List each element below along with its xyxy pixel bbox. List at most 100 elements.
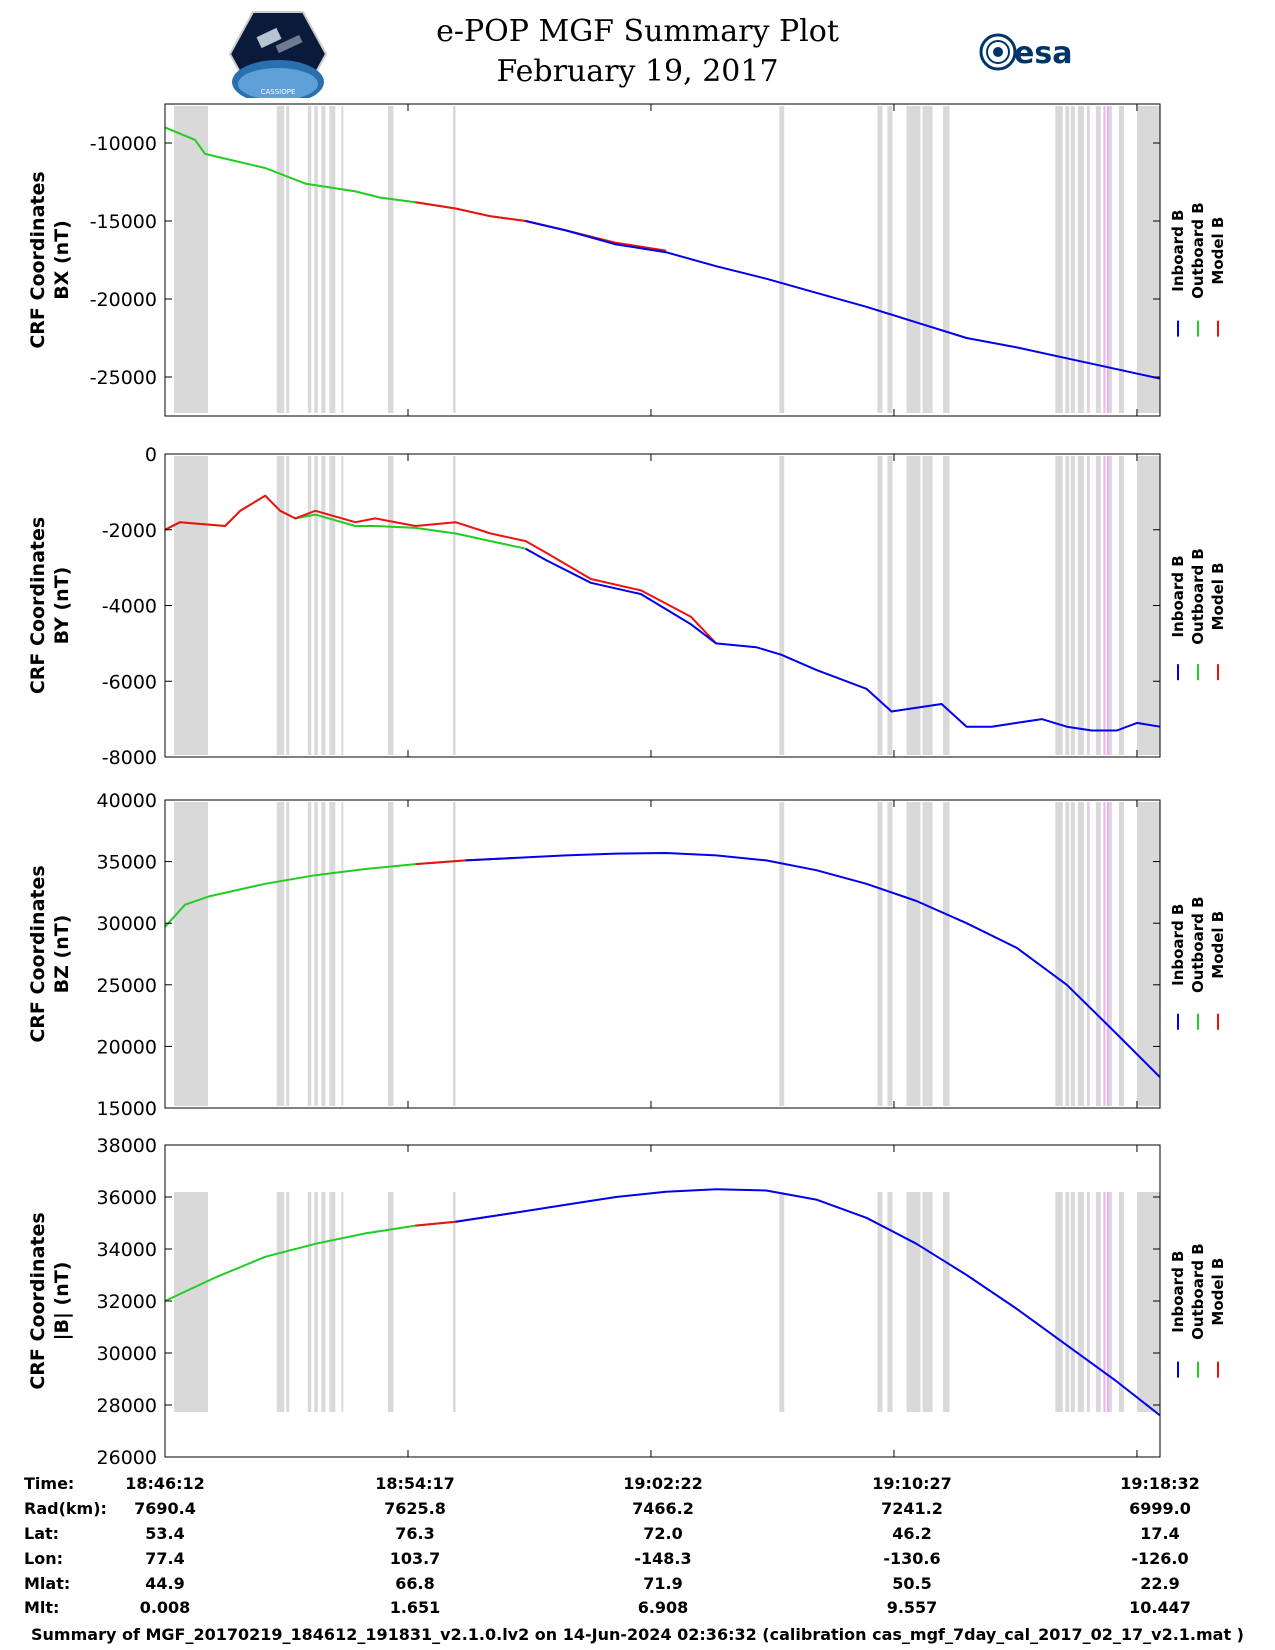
data-gap-shade [387, 106, 394, 413]
data-gap-shade [286, 456, 290, 755]
legend-label-inboard: Inboard B [1169, 210, 1187, 292]
data-gap-shade [387, 456, 394, 755]
data-gap-shade [321, 106, 326, 413]
y-axis-label: BX (nT) [51, 220, 73, 300]
data-gap-shade [1055, 456, 1063, 755]
data-gap-shade [1070, 1192, 1075, 1412]
y-axis-label: BY (nT) [51, 567, 73, 645]
legend-label-model: Model B [1209, 1258, 1227, 1326]
event-marker [1103, 1192, 1106, 1412]
y-tick-label: 35000 [97, 852, 157, 874]
data-gap-shade [1095, 106, 1101, 413]
file-caption: Summary of MGF_20170219_184612_191831_v2… [31, 1625, 1244, 1644]
event-marker [1106, 106, 1109, 413]
data-gap-shade [887, 1192, 893, 1412]
data-gap-shade [906, 802, 921, 1106]
y-axis-label: BZ (nT) [51, 915, 73, 994]
title-block: e-POP MGF Summary Plot February 19, 2017 [0, 12, 1275, 92]
data-gap-shade [387, 802, 394, 1106]
data-gap-shade [1136, 1192, 1160, 1412]
y-axis-label: CRF Coordinates [27, 171, 49, 348]
series-line-inboard-b [525, 220, 1161, 380]
data-gap-shade [943, 1192, 950, 1412]
legend-label-outboard: Outboard B [1189, 896, 1207, 993]
legend-label-inboard: Inboard B [1169, 555, 1187, 637]
data-gap-shade [307, 106, 312, 413]
y-tick-label: 30000 [97, 913, 157, 935]
y-axis-label: CRF Coordinates [27, 1212, 49, 1389]
data-gap-shade [877, 456, 883, 755]
data-gap-shade [1106, 456, 1112, 755]
cassiope-logo: CASSIOPE [228, 10, 328, 104]
data-gap-shade [174, 802, 209, 1106]
data-gap-shade [1055, 1192, 1063, 1412]
data-gap-shade [276, 802, 285, 1106]
data-gap-shade [1065, 1192, 1070, 1412]
y-tick-label: 28000 [97, 1395, 157, 1417]
legend-label-inboard: Inboard B [1169, 1251, 1187, 1333]
svg-text:esa: esa [1014, 36, 1072, 71]
data-gap-shade [906, 106, 921, 413]
series-line-outboard-b [164, 494, 526, 550]
y-tick-label: -15000 [90, 211, 157, 233]
data-gap-shade [276, 1192, 285, 1412]
data-gap-shade [341, 106, 344, 413]
data-gap-shade [1086, 1192, 1090, 1412]
y-tick-label: 15000 [97, 1098, 157, 1120]
data-gap-shade [174, 456, 209, 755]
data-gap-shade [887, 802, 893, 1106]
data-gap-shade [887, 456, 893, 755]
data-gap-shade [1106, 1192, 1112, 1412]
data-gap-shade [779, 106, 785, 413]
y-tick-label: 25000 [97, 975, 157, 997]
data-gap-shade [1070, 456, 1075, 755]
data-gap-shade [321, 1192, 326, 1412]
series-line-inboard-b [465, 852, 1161, 1078]
y-tick-label: 38000 [97, 1135, 157, 1157]
data-gap-shade [321, 802, 326, 1106]
y-tick-label: 40000 [97, 790, 157, 812]
event-marker [1103, 106, 1106, 413]
y-tick-label: -6000 [102, 671, 157, 693]
data-gap-shade [329, 802, 336, 1106]
y-tick-label: 20000 [97, 1036, 157, 1058]
data-gap-shade [943, 456, 950, 755]
data-gap-shade [329, 456, 336, 755]
data-gap-shade [1118, 802, 1124, 1106]
data-gap-shade [1055, 106, 1063, 413]
data-gap-shade [286, 1192, 290, 1412]
data-gap-shade [1106, 802, 1112, 1106]
data-gap-shade [276, 106, 285, 413]
data-gap-shade [1086, 106, 1090, 413]
event-marker [1106, 456, 1109, 755]
y-tick-label: 0 [145, 444, 157, 466]
data-gap-shade [1136, 106, 1160, 413]
data-gap-shade [314, 1192, 318, 1412]
data-gap-shade [1086, 456, 1090, 755]
data-gap-shade [341, 1192, 344, 1412]
data-gap-shade [922, 106, 933, 413]
data-gap-shade [174, 1192, 209, 1412]
data-gap-shade [779, 1192, 785, 1412]
series-line-inboard-b [455, 1188, 1161, 1417]
data-gap-shade [1086, 802, 1090, 1106]
data-gap-shade [307, 802, 312, 1106]
series-line-inboard-b [525, 547, 1161, 732]
esa-logo: esa [978, 30, 1088, 78]
event-marker [1103, 802, 1106, 1106]
data-gap-shade [453, 456, 456, 755]
legend-label-inboard: Inboard B [1169, 904, 1187, 986]
data-gap-shade [1065, 106, 1070, 413]
y-axis-label: |B| (nT) [51, 1262, 73, 1341]
legend-label-model: Model B [1209, 562, 1227, 630]
y-axis-label: CRF Coordinates [27, 517, 49, 694]
data-gap-shade [1065, 802, 1070, 1106]
plot-date: February 19, 2017 [496, 54, 779, 89]
svg-text:CASSIOPE: CASSIOPE [261, 88, 296, 96]
data-gap-shade [341, 456, 344, 755]
data-gap-shade [779, 456, 785, 755]
data-gap-shade [1095, 456, 1101, 755]
data-gap-shade [307, 1192, 312, 1412]
data-gap-shade [174, 106, 209, 413]
